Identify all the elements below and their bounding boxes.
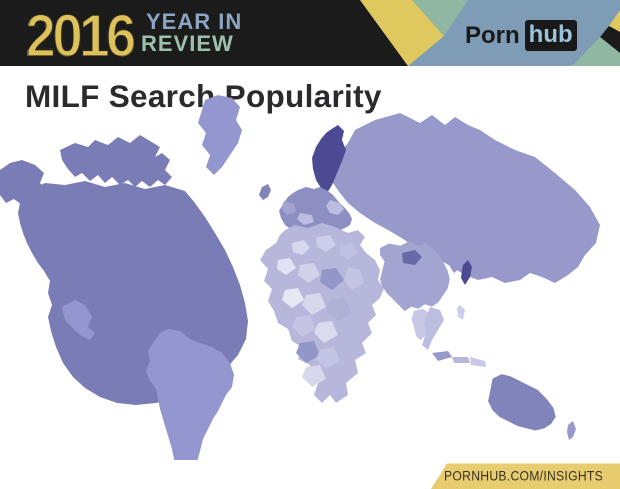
svg-text:PORNHUB.COM/INSIGHTS: PORNHUB.COM/INSIGHTS: [444, 468, 603, 484]
